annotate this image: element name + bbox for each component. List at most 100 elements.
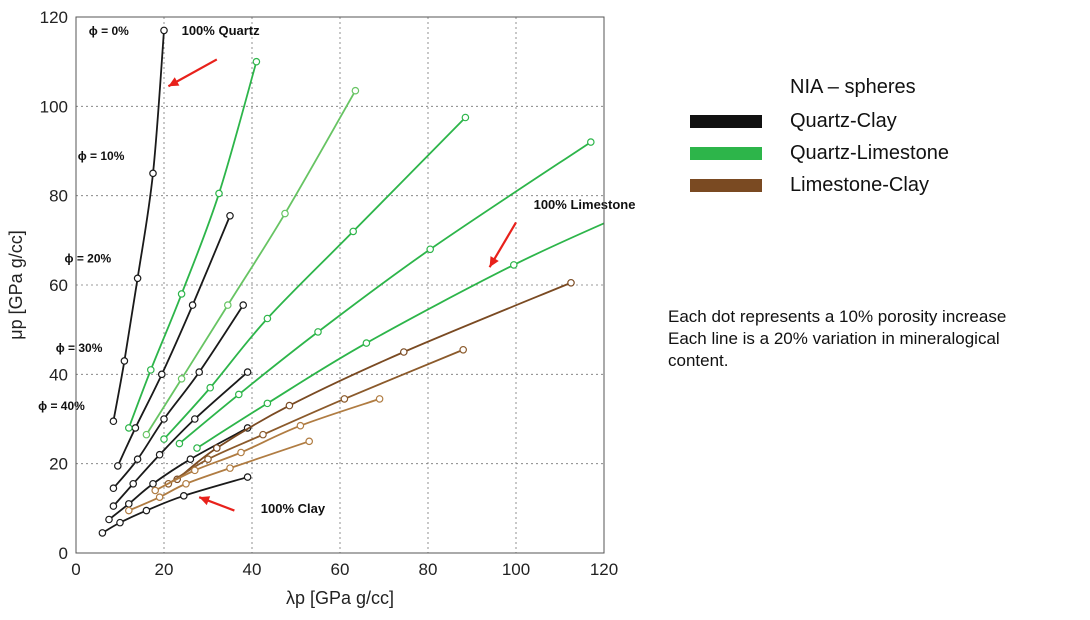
series-limestone-clay bbox=[173, 278, 575, 484]
data-point bbox=[186, 455, 195, 464]
y-tick-label: 80 bbox=[49, 187, 68, 206]
data-point bbox=[204, 455, 212, 464]
data-point bbox=[160, 415, 168, 423]
data-point bbox=[160, 26, 168, 35]
data-point bbox=[252, 57, 261, 66]
series-line bbox=[145, 90, 357, 436]
data-point bbox=[296, 421, 305, 430]
series-quartz-clay bbox=[98, 473, 252, 537]
data-point bbox=[226, 464, 234, 472]
legend-label-quartz-limestone: Quartz-Limestone bbox=[790, 141, 949, 164]
series-line bbox=[127, 61, 258, 429]
series-line bbox=[116, 215, 231, 467]
note-line-2: Each line is a 20% variation in mineralo… bbox=[668, 329, 1000, 348]
data-point bbox=[182, 479, 190, 488]
porosity-label: ϕ = 0% bbox=[89, 24, 129, 38]
note-line-1: Each dot represents a 10% porosity incre… bbox=[668, 307, 1007, 326]
data-point bbox=[213, 444, 221, 452]
series-quartz-limestone bbox=[193, 222, 604, 452]
data-point bbox=[131, 424, 140, 432]
legend-label-quartz-clay: Quartz-Clay bbox=[790, 109, 897, 132]
data-point bbox=[459, 345, 468, 354]
tick-labels: 0 20 40 60 80 100 120 0 20 40 60 80 100 120 bbox=[40, 8, 619, 579]
data-point bbox=[224, 301, 232, 309]
data-point bbox=[188, 301, 197, 309]
data-point bbox=[180, 492, 188, 500]
data-point bbox=[243, 473, 252, 481]
annotation-label: 100% Clay bbox=[261, 501, 326, 516]
x-axis-label: λp [GPa g/cc] bbox=[286, 588, 394, 608]
series-line bbox=[112, 30, 165, 422]
data-point bbox=[226, 211, 234, 220]
legend: NIA – spheres Quartz-Clay Quartz-Limesto… bbox=[690, 76, 949, 201]
x-tick-label: 60 bbox=[331, 560, 350, 579]
data-point bbox=[263, 399, 272, 408]
data-point bbox=[149, 169, 157, 178]
data-point bbox=[142, 430, 151, 439]
legend-swatch-quartz-clay bbox=[690, 114, 762, 128]
data-point bbox=[147, 366, 155, 374]
y-tick-label: 40 bbox=[49, 365, 68, 384]
series-quartz-clay bbox=[105, 424, 252, 524]
data-point bbox=[151, 486, 160, 495]
series-quartz-limestone bbox=[175, 138, 595, 448]
red-arrow-head bbox=[168, 77, 180, 87]
data-point bbox=[109, 502, 118, 510]
data-point bbox=[133, 455, 142, 464]
data-point bbox=[125, 424, 133, 432]
series-line bbox=[196, 222, 604, 449]
data-point bbox=[158, 370, 166, 379]
data-point bbox=[237, 448, 245, 457]
data-point bbox=[509, 261, 518, 269]
data-point bbox=[125, 500, 133, 508]
data-point bbox=[191, 466, 199, 475]
annotation-label: 100% Quartz bbox=[182, 23, 261, 38]
series-quartz-limestone bbox=[142, 86, 360, 439]
data-point bbox=[177, 374, 186, 383]
data-point bbox=[305, 437, 314, 446]
plot-frame bbox=[75, 16, 605, 554]
porosity-label: ϕ = 10% bbox=[78, 149, 125, 163]
y-tick-label: 0 bbox=[59, 544, 68, 563]
data-point bbox=[243, 368, 252, 376]
data-point bbox=[314, 328, 322, 336]
data-point bbox=[285, 401, 294, 410]
red-arrow-head bbox=[199, 496, 211, 506]
data-point bbox=[259, 430, 267, 439]
series-line bbox=[101, 476, 248, 534]
y-axis-label: μp [GPa g/cc] bbox=[6, 230, 26, 339]
series-quartz-clay bbox=[109, 26, 168, 426]
series-line bbox=[178, 141, 592, 445]
legend-title: NIA – spheres bbox=[790, 76, 916, 98]
data-point bbox=[193, 444, 201, 452]
data-point bbox=[399, 348, 408, 356]
data-point bbox=[206, 383, 215, 392]
data-point bbox=[133, 274, 142, 283]
series-layer bbox=[98, 26, 604, 537]
data-point bbox=[375, 395, 384, 403]
data-point bbox=[125, 506, 133, 515]
data-point bbox=[155, 493, 164, 501]
data-point bbox=[105, 515, 113, 524]
x-tick-label: 0 bbox=[71, 560, 80, 579]
data-point bbox=[239, 301, 248, 309]
series-limestone-clay bbox=[151, 395, 384, 495]
series-line bbox=[163, 116, 467, 440]
x-tick-label: 120 bbox=[590, 560, 618, 579]
data-point bbox=[340, 395, 349, 403]
legend-entry-quartz-limestone: Quartz-Limestone bbox=[690, 137, 949, 169]
legend-swatch-quartz-limestone bbox=[690, 146, 762, 160]
legend-entry-quartz-clay: Quartz-Clay bbox=[690, 105, 949, 137]
x-tick-label: 40 bbox=[243, 560, 262, 579]
data-point bbox=[98, 529, 107, 537]
data-point bbox=[281, 209, 289, 218]
data-point bbox=[567, 278, 575, 287]
data-point bbox=[120, 357, 129, 365]
data-point bbox=[426, 245, 435, 254]
data-point bbox=[191, 415, 199, 423]
series-quartz-clay bbox=[114, 211, 234, 470]
data-point bbox=[155, 450, 164, 459]
data-point bbox=[129, 479, 138, 488]
legend-label-limestone-clay: Limestone-Clay bbox=[790, 173, 929, 196]
data-point bbox=[114, 462, 122, 470]
